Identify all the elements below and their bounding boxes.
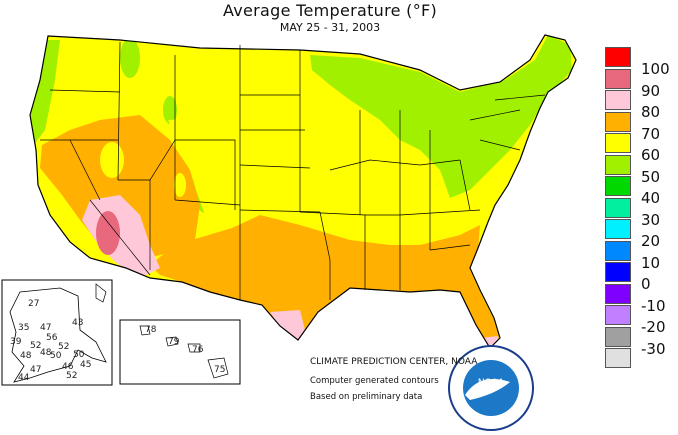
credit-contours: Computer generated contours — [310, 376, 439, 386]
hawaii-station: 78 — [145, 325, 157, 335]
alaska-station: 43 — [72, 318, 83, 328]
map-title: Average Temperature (°F) — [222, 1, 438, 20]
hawaii-station: 79 — [168, 337, 180, 347]
legend-swatch — [605, 154, 631, 175]
map-subtitle: MAY 25 - 31, 2003 — [279, 21, 381, 34]
alaska-station: 50 — [50, 351, 62, 361]
legend-label: 0 — [641, 275, 651, 293]
alaska-station: 52 — [58, 342, 69, 352]
legend-swatch — [605, 111, 631, 132]
noaa-logo: NOAA — [448, 345, 534, 431]
legend-swatch — [605, 47, 631, 67]
legend-label: 10 — [641, 253, 661, 272]
legend-label: 90 — [641, 81, 661, 100]
alaska-station: 52 — [66, 371, 77, 381]
hawaii-station: 75 — [214, 365, 225, 375]
alaska-station: 47 — [40, 323, 51, 333]
legend-swatch — [605, 326, 631, 347]
alaska-station: 52 — [30, 341, 41, 351]
alaska-station: 27 — [28, 299, 39, 309]
hawaii-station: 76 — [192, 345, 204, 355]
alaska-station: 56 — [46, 333, 58, 343]
state-borders — [40, 41, 546, 300]
legend-swatch — [605, 240, 631, 261]
legend-swatch — [605, 197, 631, 218]
alaska-station: 45 — [80, 360, 91, 370]
alaska-station: 46 — [62, 362, 74, 372]
legend-label: 50 — [641, 167, 661, 186]
legend-swatch — [605, 283, 631, 304]
legend-label: 60 — [641, 146, 661, 164]
legend-swatch — [605, 348, 631, 368]
alaska-station: 39 — [10, 337, 22, 347]
legend-label: 100 — [641, 60, 670, 78]
legend-swatch — [605, 90, 631, 110]
alaska-station: 35 — [18, 323, 29, 333]
credit-org: CLIMATE PREDICTION CENTER, NOAA — [310, 357, 478, 367]
legend-label: 40 — [641, 189, 661, 207]
conus-outline — [29, 34, 577, 349]
alaska-station: 44 — [18, 373, 30, 383]
legend-label: -10 — [641, 296, 666, 315]
legend-label: -20 — [641, 318, 666, 336]
legend-label: 30 — [641, 210, 661, 229]
alaska-station: 50 — [73, 350, 85, 360]
legend-label: 80 — [641, 103, 661, 121]
legend-swatch — [605, 133, 631, 153]
legend-label: -30 — [641, 339, 666, 358]
alaska-station: 48 — [40, 348, 52, 358]
legend-swatch — [605, 219, 631, 239]
alaska-station: 48 — [20, 351, 32, 361]
legend-swatch — [605, 262, 631, 282]
legend-swatch — [605, 68, 631, 89]
alaska-inset: 27 35 47 56 39 43 52 48 50 52 50 46 47 4… — [1, 279, 113, 386]
legend-swatch — [605, 305, 631, 325]
hawaii-inset: 78 79 76 75 — [119, 319, 241, 385]
credit-data: Based on preliminary data — [310, 392, 423, 402]
legend-swatch — [605, 176, 631, 196]
legend-label: 70 — [641, 124, 661, 143]
noaa-logo-text: NOAA — [478, 378, 505, 388]
alaska-station: 47 — [30, 365, 41, 375]
legend-label: 20 — [641, 232, 661, 250]
